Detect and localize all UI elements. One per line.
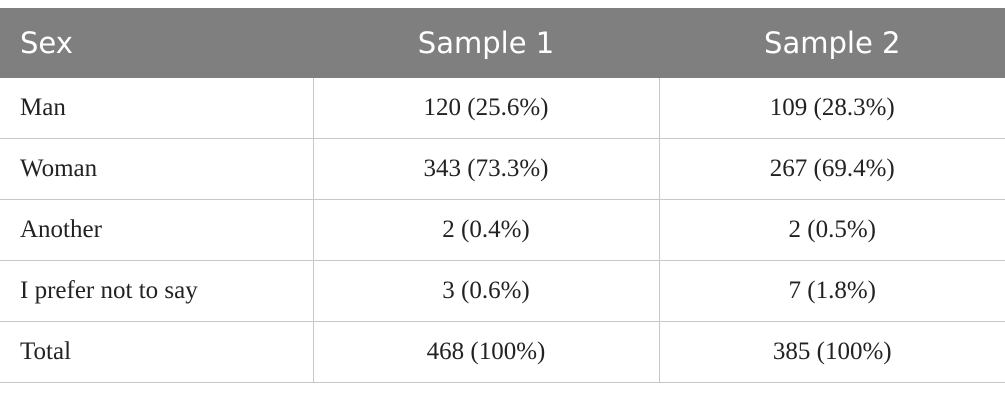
table-cell: 267 (69.4%) bbox=[658, 138, 1005, 200]
table-cell: Another bbox=[0, 199, 314, 261]
table-cell: 2 (0.5%) bbox=[658, 199, 1005, 261]
data-table: Sex Sample 1 Sample 2 Man 120 (25.6%) 109 (2… bbox=[0, 8, 1005, 383]
table-row: Another 2 (0.4%) 2 (0.5%) bbox=[0, 199, 1005, 261]
table-body: Man 120 (25.6%) 109 (28.3%) Woman 343 (73.3%… bbox=[0, 77, 1005, 383]
header-cell: Sample 2 bbox=[658, 8, 1005, 78]
table-cell: 7 (1.8%) bbox=[658, 260, 1005, 322]
table-row: I prefer not to say 3 (0.6%) 7 (1.8%) bbox=[0, 260, 1005, 322]
table-row: Woman 343 (73.3%) 267 (69.4%) bbox=[0, 138, 1005, 200]
header-row: Sex Sample 1 Sample 2 bbox=[0, 8, 1005, 78]
table-cell: Man bbox=[0, 77, 314, 139]
table-row: Man 120 (25.6%) 109 (28.3%) bbox=[0, 77, 1005, 139]
header-cell: Sample 1 bbox=[312, 8, 660, 78]
header-cell: Sex bbox=[0, 8, 314, 78]
table-cell: 2 (0.4%) bbox=[312, 199, 660, 261]
table-cell: 385 (100%) bbox=[658, 321, 1005, 383]
table-cell: I prefer not to say bbox=[0, 260, 314, 322]
table-row: Total 468 (100%) 385 (100%) bbox=[0, 321, 1005, 383]
table-cell: 468 (100%) bbox=[312, 321, 660, 383]
table-container: Sex Sample 1 Sample 2 Man 120 (25.6%) 109 (2… bbox=[0, 8, 1005, 383]
table-cell: 3 (0.6%) bbox=[312, 260, 660, 322]
table-cell: Total bbox=[0, 321, 314, 383]
table-cell: Woman bbox=[0, 138, 314, 200]
table-cell: 120 (25.6%) bbox=[312, 77, 660, 139]
table-cell: 343 (73.3%) bbox=[312, 138, 660, 200]
table-header: Sex Sample 1 Sample 2 bbox=[0, 8, 1005, 78]
table-cell: 109 (28.3%) bbox=[658, 77, 1005, 139]
